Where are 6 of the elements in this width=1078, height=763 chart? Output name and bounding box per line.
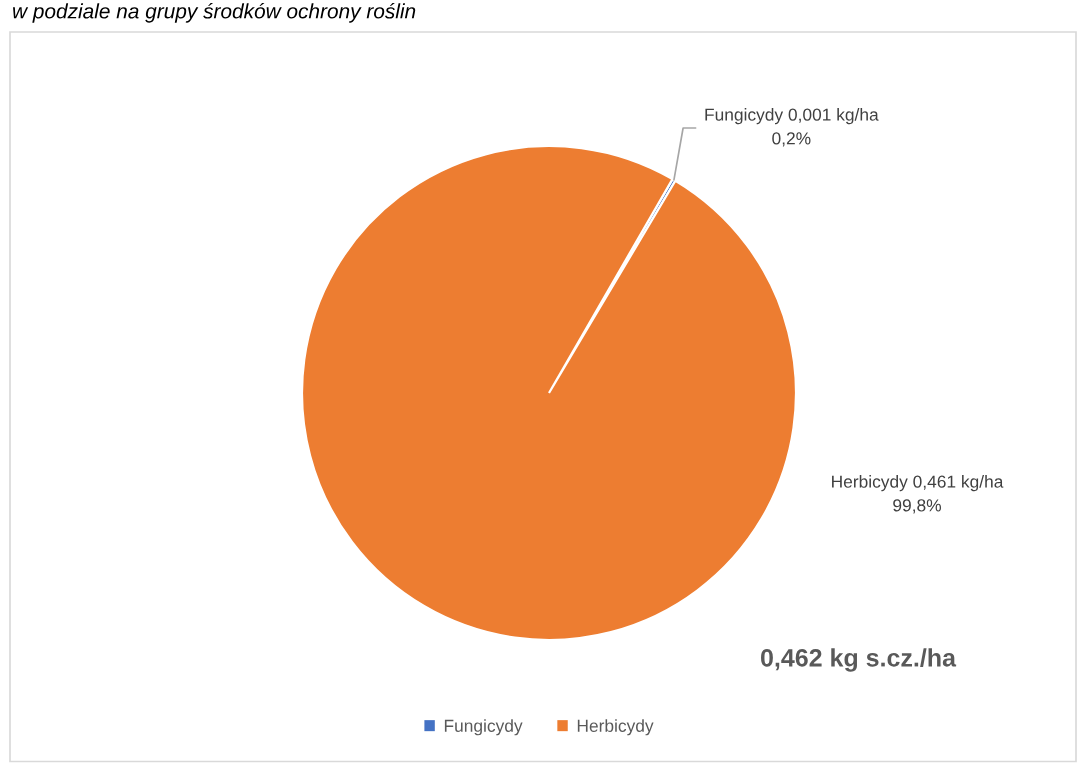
legend-label: Herbicydy — [577, 719, 654, 736]
text: 0,462 kg s.cz./ha — [761, 648, 957, 672]
legend-label: Fungicydy — [444, 719, 523, 736]
data-label: Fungicydy 0,001 kg/ha 0,2% — [705, 108, 879, 147]
chart-title: w podziale na grupy środków ochrony roślin — [13, 3, 416, 23]
data-label: Herbicydy 0,461 kg/ha 99,8% — [832, 475, 1004, 514]
